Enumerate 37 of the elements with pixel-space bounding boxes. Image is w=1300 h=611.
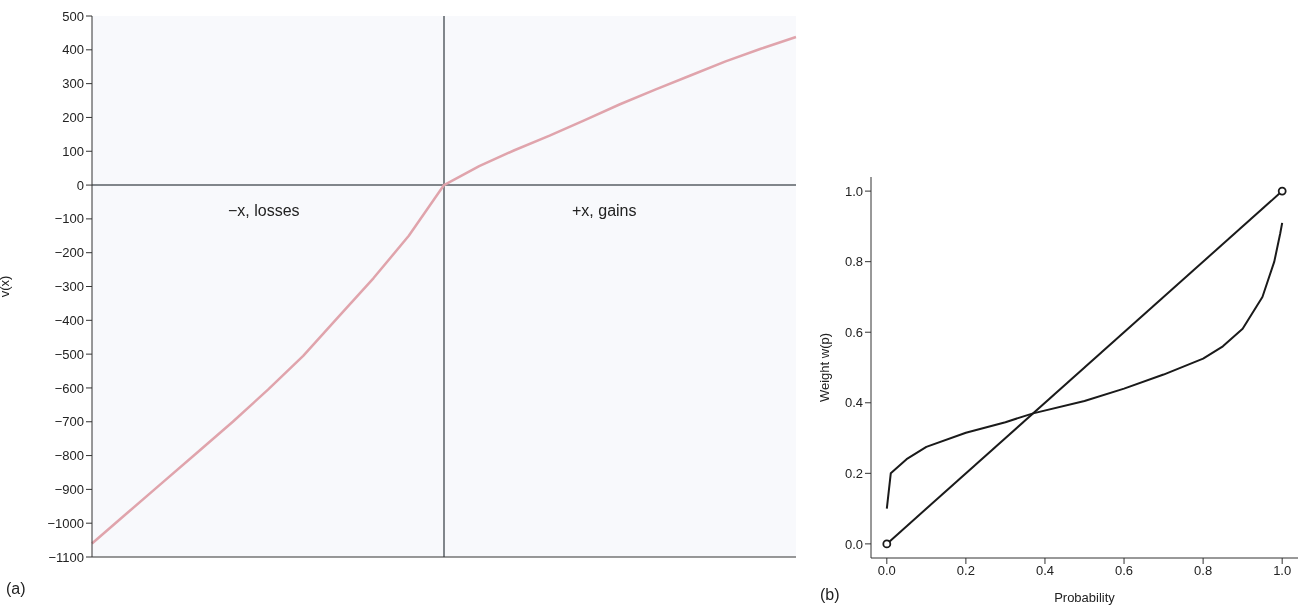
y-tick-label: 1.0 [844, 183, 863, 199]
y-axis-title: v(x) [0, 275, 12, 298]
text: (b) [820, 586, 840, 604]
x-tick-label: 0.2 [956, 563, 975, 579]
x-tick-label: 0.0 [877, 563, 896, 579]
y-tick-label: 400 [62, 42, 84, 58]
x-tick-label: 0.6 [1115, 563, 1134, 579]
text: (a) [6, 580, 26, 598]
y-tick-label: −500 [54, 346, 84, 362]
y-tick-label: −800 [54, 448, 84, 464]
x-tick-label: 0.8 [1194, 563, 1213, 579]
y-tick-label: 0.6 [844, 324, 863, 340]
y-tick-label: −600 [54, 380, 84, 396]
y-axis-title: Weight w(p) [816, 332, 832, 403]
y-tick-label: −100 [54, 211, 84, 227]
y-tick-label: −200 [54, 245, 84, 261]
x-tick-label: 0.4 [1035, 563, 1054, 579]
y-tick-label: −400 [54, 312, 84, 328]
y-tick-label: 100 [62, 143, 84, 159]
y-tick-label: −1100 [48, 549, 84, 565]
y-tick-label: −1000 [47, 515, 84, 531]
line-series [90, 35, 798, 545]
y-tick-label: 0.0 [844, 536, 863, 552]
y-tick-label: 200 [62, 110, 84, 126]
y-tick-label: −300 [54, 279, 84, 295]
y-tick-label: 0.2 [844, 465, 863, 481]
x-tick-label: 1.0 [1273, 563, 1292, 579]
y-tick-label: −700 [54, 414, 84, 430]
annotation: −x, losses [228, 202, 300, 220]
x-axis-title: Probability [1054, 590, 1116, 605]
y-tick-label: −900 [54, 481, 84, 497]
y-tick-label: 500 [62, 8, 84, 24]
y-tick-label: 0 [76, 177, 84, 193]
y-tick-label: 300 [62, 76, 84, 92]
y-tick-label: 0.4 [844, 395, 863, 411]
y-tick-label: 0.8 [844, 254, 863, 270]
annotation: +x, gains [572, 202, 637, 220]
